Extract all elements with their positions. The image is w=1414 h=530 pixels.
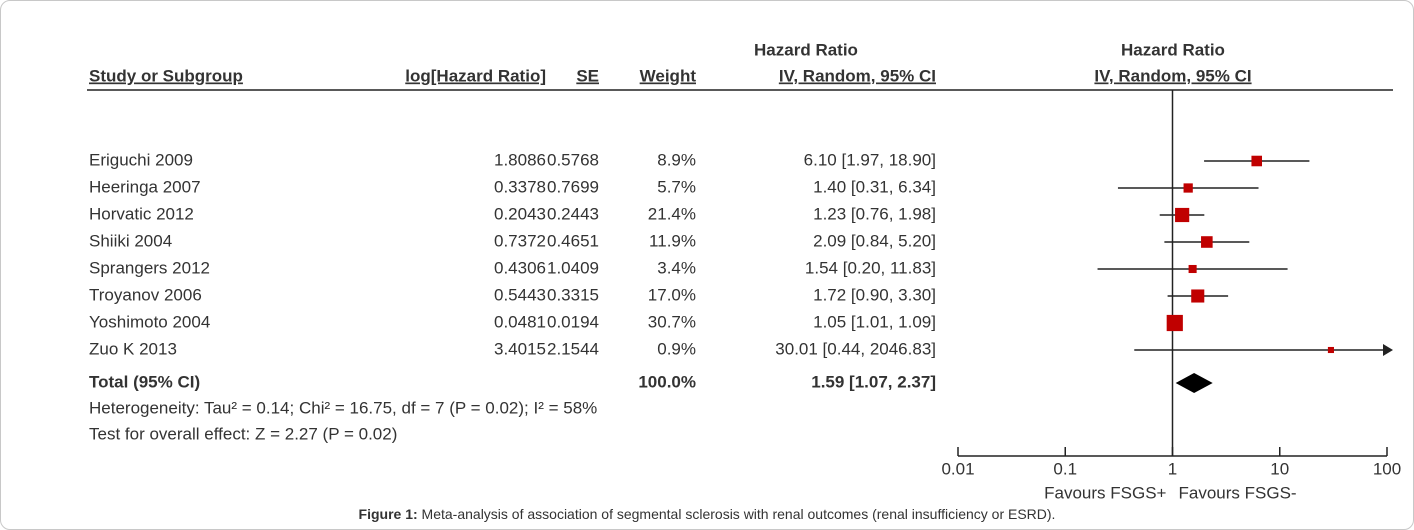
- total-weight: 100.0%: [638, 372, 696, 391]
- study-name: Heeringa 2007: [89, 177, 201, 196]
- weight: 21.4%: [648, 204, 696, 223]
- ci-arrow: [1383, 344, 1393, 356]
- se: 2.1544: [547, 339, 599, 358]
- header: Hazard Ratio: [1121, 40, 1225, 59]
- log-hr: 0.7372: [494, 231, 546, 250]
- study-name: Horvatic 2012: [89, 204, 194, 223]
- study-name: Shiiki 2004: [89, 231, 172, 250]
- hr-ci: 30.01 [0.44, 2046.83]: [775, 339, 936, 358]
- x-label-left: Favours FSGS+: [1044, 483, 1166, 502]
- se: 1.0409: [547, 258, 599, 277]
- se: 0.3315: [547, 285, 599, 304]
- point-estimate: [1175, 207, 1190, 223]
- point-estimate: [1327, 346, 1334, 354]
- x-tick-label: 100: [1373, 459, 1401, 478]
- x-tick-label: 0.01: [941, 459, 974, 478]
- log-hr: 1.8086: [494, 150, 546, 169]
- point-estimate: [1251, 155, 1263, 167]
- study-name: Sprangers 2012: [89, 258, 210, 277]
- study-name: Eriguchi 2009: [89, 150, 193, 169]
- weight: 3.4%: [657, 258, 696, 277]
- weight: 8.9%: [657, 150, 696, 169]
- header: log[Hazard Ratio]: [405, 66, 546, 85]
- se: 0.0194: [547, 312, 599, 331]
- hr-ci: 2.09 [0.84, 5.20]: [813, 231, 936, 250]
- se: 0.5768: [547, 150, 599, 169]
- study-name: Zuo K 2013: [89, 339, 177, 358]
- study-name: Yoshimoto 2004: [89, 312, 210, 331]
- total-hr-ci: 1.59 [1.07, 2.37]: [811, 372, 936, 391]
- point-estimate: [1166, 314, 1183, 332]
- header: IV, Random, 95% CI: [779, 66, 936, 85]
- header: IV, Random, 95% CI: [1094, 66, 1251, 85]
- header: Hazard Ratio: [754, 40, 858, 59]
- weight: 11.9%: [649, 231, 696, 250]
- se: 0.2443: [547, 204, 599, 223]
- log-hr: 0.0481: [494, 312, 546, 331]
- se: 0.4651: [547, 231, 599, 250]
- study-name: Troyanov 2006: [89, 285, 202, 304]
- log-hr: 0.4306: [494, 258, 546, 277]
- caption-text: Meta-analysis of association of segmenta…: [418, 506, 1056, 522]
- hr-ci: 1.72 [0.90, 3.30]: [813, 285, 936, 304]
- header: Weight: [640, 66, 697, 85]
- caption-label: Figure 1:: [359, 506, 418, 522]
- x-tick-label: 10: [1270, 459, 1289, 478]
- x-label-right: Favours FSGS-: [1179, 483, 1297, 502]
- point-estimate: [1188, 264, 1197, 274]
- overall-effect: Test for overall effect: Z = 2.27 (P = 0…: [89, 424, 397, 443]
- hr-ci: 1.54 [0.20, 11.83]: [805, 258, 936, 277]
- hr-ci: 6.10 [1.97, 18.90]: [804, 150, 936, 169]
- summary-diamond: [1175, 373, 1213, 393]
- weight: 30.7%: [648, 312, 696, 331]
- weight: 5.7%: [657, 177, 696, 196]
- point-estimate: [1183, 183, 1193, 193]
- total-name: Total (95% CI): [89, 372, 200, 391]
- x-tick-label: 0.1: [1053, 459, 1077, 478]
- log-hr: 0.2043: [494, 204, 546, 223]
- point-estimate: [1201, 236, 1213, 248]
- header: SE: [576, 66, 599, 85]
- weight: 0.9%: [657, 339, 696, 358]
- log-hr: 0.5443: [494, 285, 546, 304]
- x-tick-label: 1: [1168, 459, 1177, 478]
- hr-ci: 1.05 [1.01, 1.09]: [813, 312, 936, 331]
- hr-ci: 1.23 [0.76, 1.98]: [813, 204, 936, 223]
- weight: 17.0%: [648, 285, 696, 304]
- point-estimate: [1191, 289, 1205, 303]
- header: Study or Subgroup: [89, 66, 243, 85]
- log-hr: 3.4015: [494, 339, 546, 358]
- caption: Figure 1: Meta-analysis of association o…: [359, 506, 1056, 522]
- se: 0.7699: [547, 177, 599, 196]
- heterogeneity: Heterogeneity: Tau² = 0.14; Chi² = 16.75…: [89, 398, 597, 417]
- hr-ci: 1.40 [0.31, 6.34]: [813, 177, 936, 196]
- log-hr: 0.3378: [494, 177, 546, 196]
